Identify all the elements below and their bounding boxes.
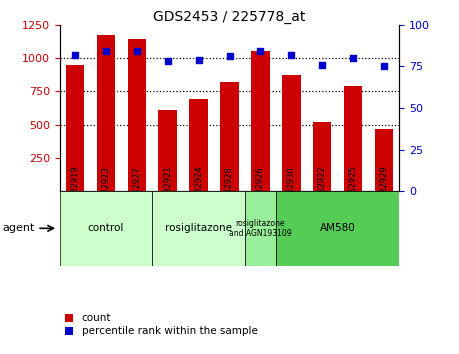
Bar [97,35,115,191]
Bar [245,191,276,266]
Text: agent: agent [2,223,35,233]
Point [349,55,357,61]
Point [257,48,264,54]
Point [288,52,295,58]
Text: AM580: AM580 [320,223,355,233]
Text: GSM132926: GSM132926 [256,166,265,217]
Point [319,62,326,68]
Bar [313,122,331,191]
Text: GSM132930: GSM132930 [287,166,296,217]
Text: GSM132924: GSM132924 [194,166,203,217]
Bar [276,191,399,266]
Point [195,57,202,63]
Text: rosiglitazone
and AGN193109: rosiglitazone and AGN193109 [229,219,291,238]
Point [72,52,79,58]
Bar [282,75,301,191]
Bar [190,99,208,191]
Bar [152,191,245,266]
Title: GDS2453 / 225778_at: GDS2453 / 225778_at [153,10,306,24]
Bar [220,82,239,191]
Bar [66,65,84,191]
Bar [60,191,152,266]
Bar [158,110,177,191]
Legend: count, percentile rank within the sample: count, percentile rank within the sample [65,313,257,336]
Point [164,58,171,64]
Text: GSM132927: GSM132927 [132,166,141,217]
Text: GSM132928: GSM132928 [225,166,234,217]
Point [133,48,140,54]
Text: rosiglitazone: rosiglitazone [165,223,232,233]
Text: control: control [88,223,124,233]
Bar [375,129,393,191]
Text: GSM132923: GSM132923 [101,166,111,217]
Point [102,48,110,54]
Text: GSM132919: GSM132919 [71,166,79,217]
Text: GSM132922: GSM132922 [318,166,327,217]
Text: GSM132921: GSM132921 [163,166,172,217]
Text: GSM132929: GSM132929 [380,166,388,217]
Bar [128,39,146,191]
Point [226,53,233,59]
Bar [251,51,269,191]
Text: GSM132925: GSM132925 [348,166,358,217]
Point [380,63,387,69]
Bar [344,86,362,191]
